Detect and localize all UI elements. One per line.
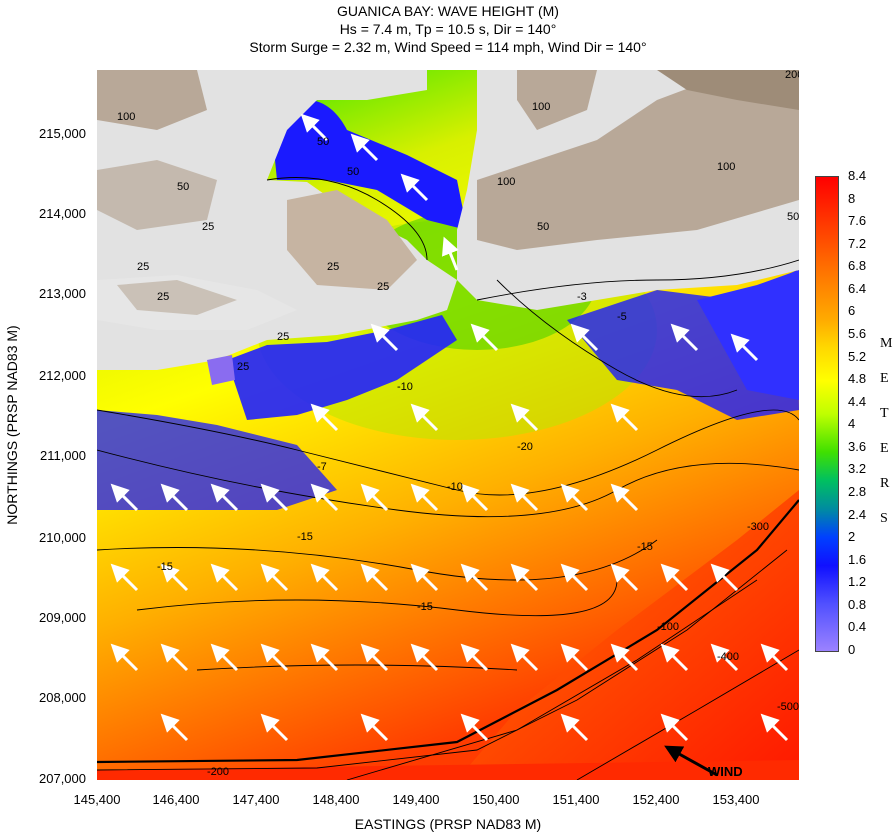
colorbar-unit-letter: R: [880, 476, 890, 491]
contour-label: -200: [207, 766, 229, 778]
colorbar-tick-label: 7.6: [848, 213, 867, 229]
bathymetry-contours: [97, 177, 799, 780]
ytick: 209,000: [39, 610, 86, 625]
contour-label: 25: [327, 261, 339, 273]
ytick: 214,000: [39, 206, 86, 221]
contour-label: 100: [497, 176, 515, 188]
contour-label: -15: [297, 531, 313, 543]
contour-label: -100: [657, 621, 679, 633]
colorbar-tick-label: 7.2: [848, 235, 867, 251]
xtick: 153,400: [712, 792, 760, 807]
contour-label: -3: [577, 291, 587, 303]
contour-label: -15: [637, 541, 653, 553]
colorbar-unit-letter: T: [880, 406, 889, 421]
contour-label: 100: [532, 101, 550, 113]
colorbar-unit-letter: E: [880, 441, 889, 456]
ytick: 208,000: [39, 690, 86, 705]
ytick: 212,000: [39, 368, 86, 383]
contour-label: -500: [777, 701, 799, 713]
contour-label: 50: [177, 181, 189, 193]
contour-label: -10: [397, 381, 413, 393]
colorbar-tick-label: 2: [848, 529, 856, 545]
contour-label: -400: [717, 651, 739, 663]
colorbar-tick-label: 0: [848, 642, 856, 657]
contour-label: -15: [157, 561, 173, 573]
contour-label: 200: [785, 70, 799, 81]
colorbar-tick-label: 2.8: [848, 484, 867, 499]
colorbar-tick-label: 4.4: [848, 393, 867, 409]
contour-label: 25: [157, 291, 169, 303]
xtick: 148,400: [312, 792, 360, 807]
colorbar-tick-label: 5.6: [848, 326, 867, 341]
colorbar-tick-label: 1.6: [848, 551, 867, 567]
wind-arrow: [664, 745, 718, 777]
colorbar-tick-label: 8.4: [848, 168, 867, 183]
colorbar-tick-label: 5.2: [848, 348, 867, 364]
colorbar-tick-label: 8: [848, 190, 856, 206]
colorbar-tick-label: 0.4: [848, 619, 867, 635]
colorbar-tick-label: 6.8: [848, 258, 867, 274]
map-title: GUANICA BAY: WAVE HEIGHT (M): [337, 3, 559, 19]
wave-direction-arrows: [110, 113, 789, 742]
colorbar-unit-letter: E: [880, 371, 889, 386]
storm-parameters: Storm Surge = 2.32 m, Wind Speed = 114 m…: [249, 39, 647, 55]
xtick: 151,400: [552, 792, 600, 807]
contour-label: 25: [377, 281, 389, 293]
contour-label: 50: [537, 221, 549, 233]
ytick: 215,000: [39, 126, 86, 141]
xtick: 149,400: [392, 792, 440, 807]
colorbar-tick-label: 3.6: [848, 438, 867, 454]
ytick: 211,000: [39, 448, 86, 463]
colorbar-tick-label: 6.4: [848, 280, 867, 296]
contour-label: 100: [117, 111, 135, 123]
xtick: 146,400: [152, 792, 200, 807]
contour-label: -300: [747, 521, 769, 533]
colorbar-tick-label: 4.8: [848, 371, 867, 387]
contour-label: 50: [787, 211, 799, 223]
wave-height-map: 200 100 100 100 100 50 50 50 50 50 25 25 25 25 25 25 25 -…: [97, 70, 799, 780]
xtick: 145,400: [73, 792, 121, 807]
wave-parameters: Hs = 7.4 m, Tp = 10.5 s, Dir = 140°: [339, 21, 557, 37]
contour-label: 50: [317, 136, 329, 148]
colorbar-tick-label: 0.8: [848, 596, 867, 612]
colorbar-tick-label: 3.2: [848, 461, 867, 477]
contour-label: 25: [277, 331, 289, 343]
ytick: 207,000: [39, 771, 86, 786]
map-plot-area: 200 100 100 100 100 50 50 50 50 50 25 25 25 25 25 25 25 -…: [97, 70, 799, 780]
xtick: 150,400: [472, 792, 520, 807]
contour-label: 100: [717, 161, 735, 173]
contour-label: -20: [517, 441, 533, 453]
land-east: [477, 70, 799, 250]
contour-label: 25: [237, 361, 249, 373]
contour-label: 50: [347, 166, 359, 178]
contour-label: -15: [417, 601, 433, 613]
xtick: 147,400: [232, 792, 280, 807]
colorbar-tick-label: 6: [848, 303, 856, 319]
x-axis-label: EASTINGS (PRSP NAD83 M): [354, 816, 542, 832]
colorbar-tick-label: 4: [848, 416, 856, 432]
y-axis-label: NORTHINGS (PRSP NAD83 M): [4, 325, 20, 525]
contour-label: 25: [202, 221, 214, 233]
xtick: 152,400: [632, 792, 680, 807]
colorbar-tick-label: 2.4: [848, 506, 867, 522]
contour-label: -5: [617, 311, 627, 323]
ytick: 213,000: [39, 286, 86, 301]
colorbar-tick-label: 1.2: [848, 574, 867, 590]
ytick: 210,000: [39, 530, 86, 545]
wind-label: WIND: [708, 764, 743, 779]
colorbar-unit-letter: S: [880, 511, 888, 526]
contour-label: -7: [317, 461, 327, 473]
contour-label: 25: [137, 261, 149, 273]
contour-label: -10: [447, 481, 463, 493]
deep-water-zone: [457, 490, 799, 780]
colorbar-unit-letter: M: [880, 336, 893, 351]
colorbar: [815, 176, 839, 652]
